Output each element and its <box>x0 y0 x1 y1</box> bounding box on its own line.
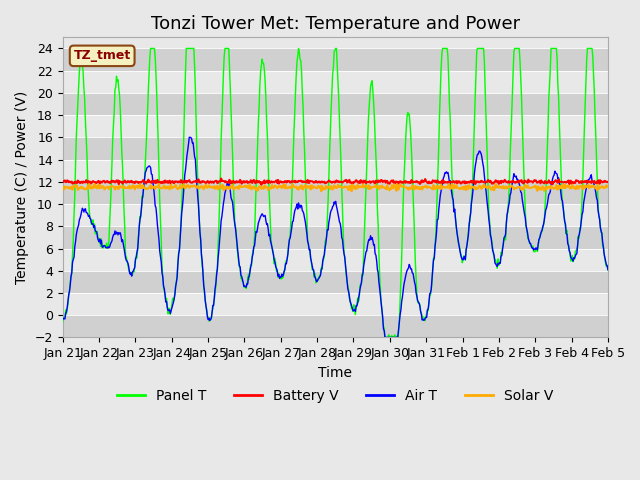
Bar <box>63 93 608 115</box>
Bar <box>63 226 608 249</box>
Bar <box>63 315 608 337</box>
Legend: Panel T, Battery V, Air T, Solar V: Panel T, Battery V, Air T, Solar V <box>111 384 559 408</box>
X-axis label: Time: Time <box>318 366 352 380</box>
Bar <box>63 182 608 204</box>
Title: Tonzi Tower Met: Temperature and Power: Tonzi Tower Met: Temperature and Power <box>151 15 520 33</box>
Bar <box>63 271 608 293</box>
Bar <box>63 48 608 71</box>
Y-axis label: Temperature (C) / Power (V): Temperature (C) / Power (V) <box>15 91 29 284</box>
Text: TZ_tmet: TZ_tmet <box>74 49 131 62</box>
Bar <box>63 137 608 160</box>
